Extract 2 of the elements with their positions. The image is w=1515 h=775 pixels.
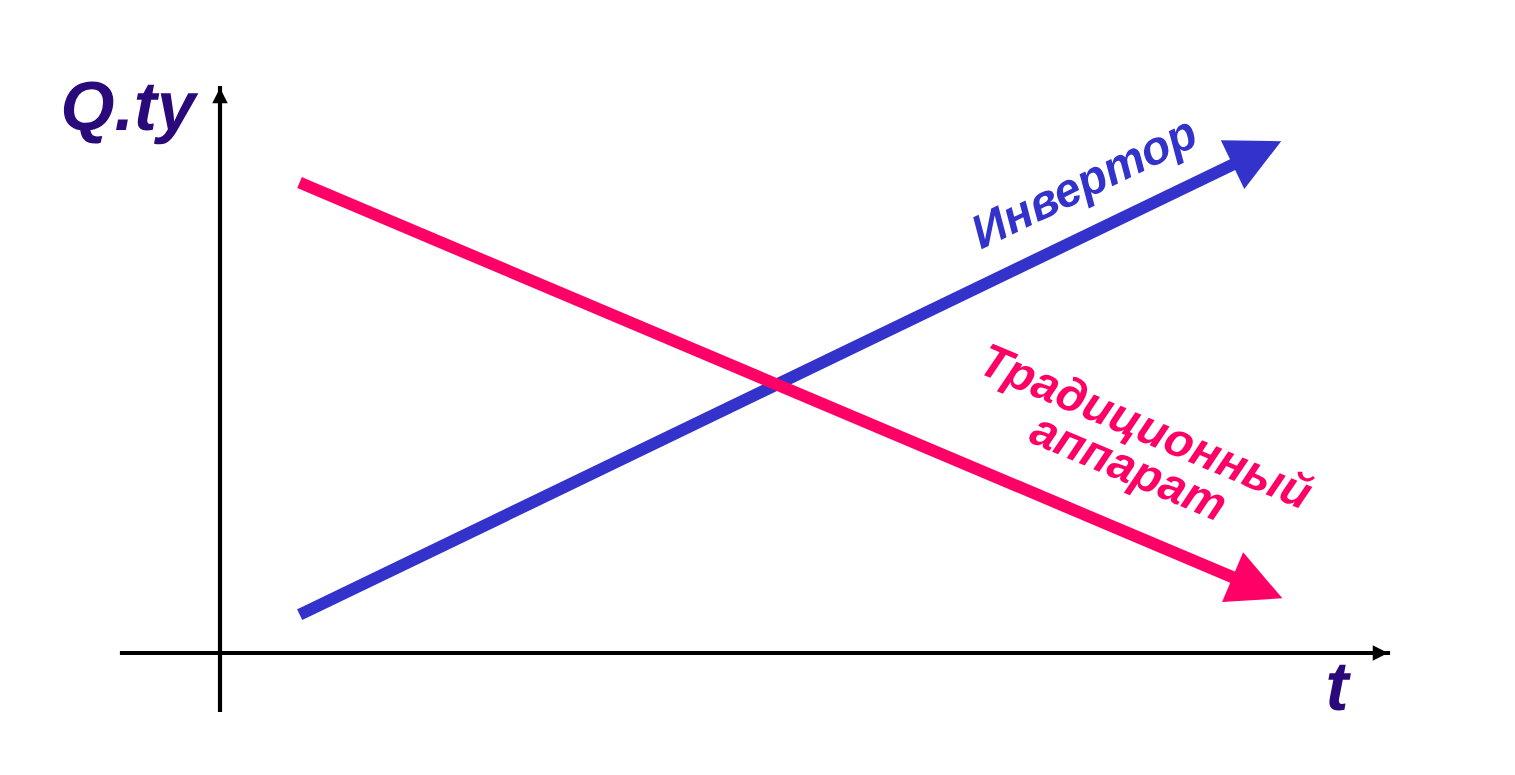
x-axis-title: t (1328, 664, 1351, 711)
y-axis-title: Q.ty (63, 81, 199, 145)
